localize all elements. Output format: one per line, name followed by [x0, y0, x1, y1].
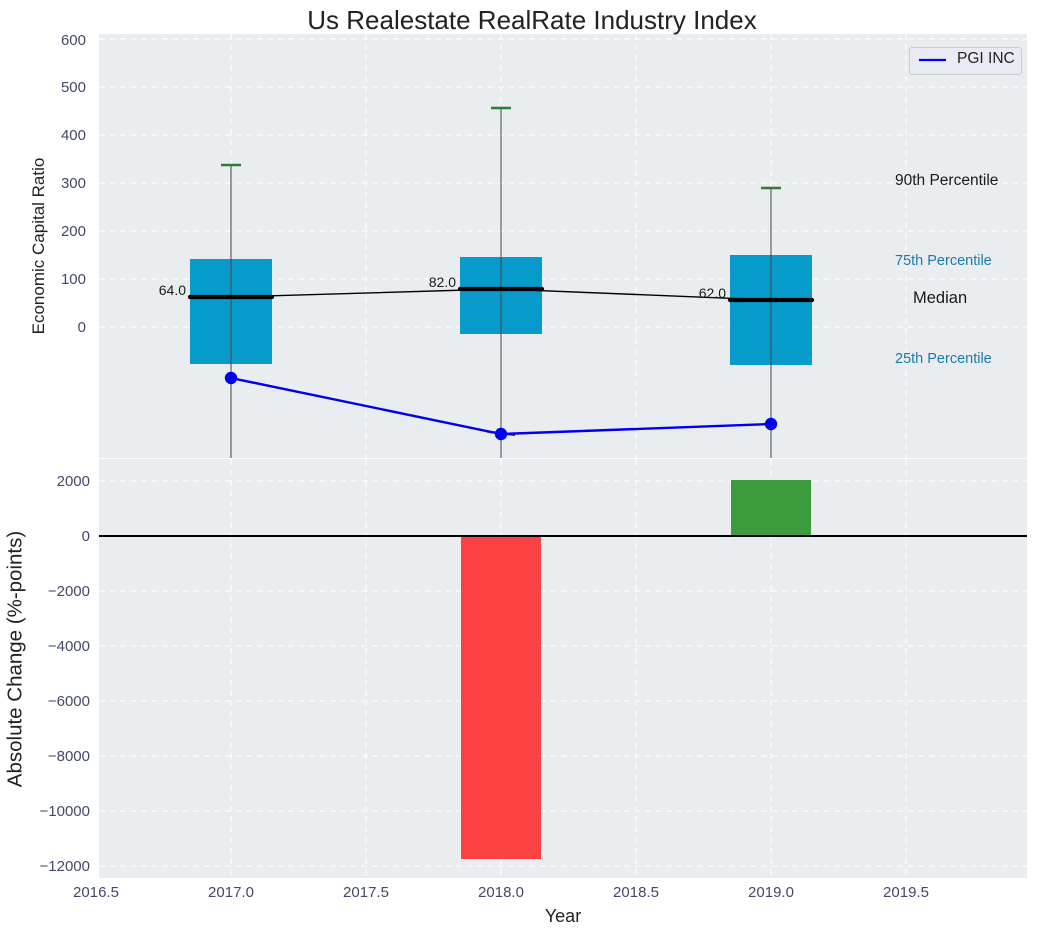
- svg-text:90th Percentile: 90th Percentile: [895, 172, 998, 189]
- svg-text:Median: Median: [913, 289, 967, 307]
- svg-text:25th Percentile: 25th Percentile: [895, 351, 992, 367]
- svg-text:75th Percentile: 75th Percentile: [895, 253, 992, 269]
